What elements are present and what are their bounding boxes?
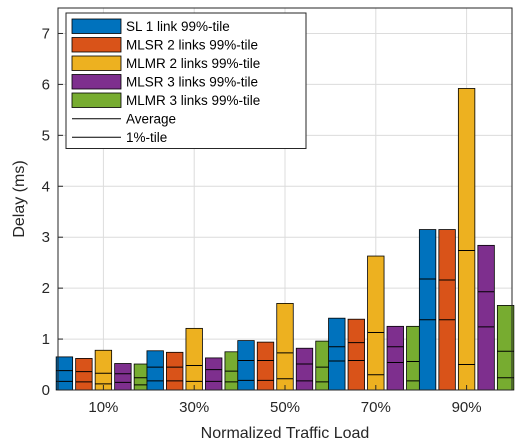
legend-swatch <box>71 37 122 53</box>
bar-99pct <box>477 244 495 391</box>
bar-99pct <box>166 351 184 391</box>
bar-99pct <box>438 229 456 391</box>
y-tick-label: 1 <box>42 331 50 348</box>
legend-swatch <box>71 92 122 108</box>
legend-label: MLMR 3 links 99%-tile <box>126 93 260 108</box>
bar-99pct <box>418 229 437 391</box>
legend-label: MLMR 2 links 99%-tile <box>126 56 260 71</box>
legend-swatch <box>71 74 122 90</box>
bar-99pct <box>205 357 223 391</box>
x-tick-label: 70% <box>361 399 391 416</box>
y-tick-label: 4 <box>42 178 50 195</box>
y-ticks: 0 1 2 3 4 5 6 7 <box>42 25 63 399</box>
y-tick-label: 7 <box>42 25 50 42</box>
bar-99pct <box>328 317 346 391</box>
bar-99pct <box>386 325 404 391</box>
x-tick-label: 90% <box>452 399 482 416</box>
y-tick-label: 2 <box>42 280 50 297</box>
x-tick-label: 50% <box>270 399 300 416</box>
bar-99pct <box>185 327 203 391</box>
legend-label: MLSR 2 links 99%-tile <box>126 38 258 53</box>
legend-label: Average <box>126 112 176 127</box>
legend-swatch <box>71 55 122 71</box>
bar-99pct <box>75 358 93 391</box>
y-tick-label: 0 <box>42 382 50 399</box>
legend-label: MLSR 3 links 99%-tile <box>126 75 258 90</box>
bar-99pct <box>367 255 385 391</box>
x-tick-label: 30% <box>179 399 209 416</box>
bar-99pct <box>457 88 476 391</box>
bar-99pct <box>237 340 255 391</box>
y-tick-label: 3 <box>42 229 50 246</box>
legend-label: 1%-tile <box>126 130 167 145</box>
legend: SL 1 link 99%-tile MLSR 2 links 99%-tile M… <box>65 12 307 149</box>
x-tick-label: 10% <box>88 399 118 416</box>
bar-99pct <box>347 318 365 391</box>
legend-label: SL 1 link 99%-tile <box>126 19 230 34</box>
y-tick-label: 6 <box>42 76 50 93</box>
bar-99pct <box>295 347 314 391</box>
bar-99pct <box>55 356 74 391</box>
bar-99pct <box>256 341 275 391</box>
y-axis-label: Delay (ms) <box>11 160 28 237</box>
x-axis-label: Normalized Traffic Load <box>201 425 370 442</box>
y-tick-label: 5 <box>42 127 50 144</box>
x-ticks: 10% 30% 50% 70% 90% <box>88 385 482 416</box>
bar-99pct <box>276 303 294 391</box>
bars <box>55 88 515 391</box>
legend-swatch <box>71 18 122 34</box>
bar-99pct <box>146 350 164 391</box>
bar-99pct <box>114 363 132 391</box>
